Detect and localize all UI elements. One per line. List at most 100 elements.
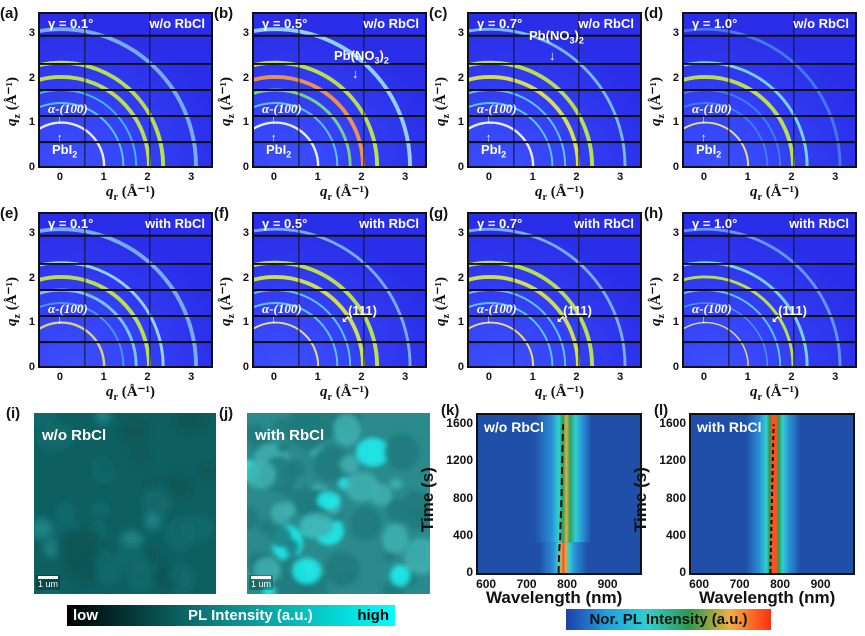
diffraction-ring [40, 60, 166, 166]
y-tick-label: 3 [457, 27, 464, 40]
y-tick-label: 2 [672, 271, 679, 284]
x-tick-label: 1 [529, 371, 536, 383]
y-tick-label: 1 [672, 116, 679, 129]
grain [174, 413, 208, 434]
y-tick-label: 800 [452, 490, 473, 505]
nor-pl-intensity-colorbar: Nor. PL Intensity (a.u.) [566, 609, 771, 630]
diffraction-ring [684, 121, 750, 166]
x-tick-label: 2 [144, 171, 151, 183]
y-tick-label: 3 [28, 27, 35, 40]
y-tick-label: 1 [28, 116, 35, 129]
arrow-down-icon: ↓ [549, 48, 556, 63]
y-axis-title: qz (Å⁻¹) [648, 77, 667, 126]
grain [295, 413, 310, 425]
x-axis-title: qr (Å⁻¹) [750, 184, 799, 203]
grain [404, 538, 430, 575]
diffraction-ring [684, 302, 769, 366]
arrow-icon: ↓ [700, 314, 707, 327]
gamma-label: γ = 1.0° [692, 16, 738, 31]
grain [90, 501, 110, 517]
diffraction-ring [254, 121, 320, 166]
diffraction-ring [40, 75, 151, 166]
grain [339, 455, 359, 474]
y-tick-label: 0 [466, 565, 473, 579]
gamma-label: γ = 0.1° [48, 216, 94, 231]
x-tick-label: 2 [358, 371, 365, 383]
y-tick-label: 0 [242, 161, 249, 173]
diffraction-ring [469, 321, 535, 366]
y-tick-label: 1600 [659, 416, 686, 431]
grain [34, 518, 53, 539]
y-tick-label: 2 [242, 71, 249, 84]
diffraction-ring [254, 75, 365, 166]
x-tick-label: 0 [56, 171, 63, 183]
grain [247, 460, 276, 489]
diffraction-ring [254, 260, 380, 366]
gamma-label: γ = 0.1° [48, 16, 94, 31]
scale-bar-label: 1 um [38, 579, 59, 589]
y-tick-label: 2 [672, 71, 679, 84]
y-tick-label: 3 [457, 227, 464, 240]
panel-label: (g) [429, 205, 449, 222]
x-tick-label: 1 [314, 171, 321, 183]
grain [349, 506, 382, 541]
x-axis-title: qr (Å⁻¹) [320, 384, 369, 403]
y-tick-label: 1200 [446, 453, 473, 468]
hkl-111-label: (111) [778, 303, 807, 319]
grain [247, 423, 265, 444]
y-tick-label: 0 [457, 161, 464, 173]
alpha-100-label: α-(100) [477, 100, 517, 116]
x-tick-label: 800 [557, 577, 578, 591]
grain [292, 557, 322, 584]
diffraction-ring [469, 227, 627, 366]
arrow-down-icon: ↓ [352, 66, 359, 81]
arrow-icon: ↓ [485, 114, 492, 127]
x-tick-label: 3 [188, 371, 195, 383]
grain [95, 413, 111, 424]
x-tick-label: 0 [485, 171, 492, 183]
grain [268, 525, 292, 548]
arrow-icon: ↓ [700, 114, 707, 127]
diffraction-ring [40, 121, 106, 166]
x-tick-label: 0 [56, 371, 63, 383]
y-tick-label: 1 [457, 316, 464, 329]
panel-label: (j) [219, 405, 234, 422]
alpha-100-label: α-(100) [48, 300, 88, 316]
pl-intensity-colorbar: low PL Intensity (a.u.) high [67, 605, 395, 626]
panel-label: (b) [214, 5, 234, 22]
grain [96, 561, 122, 586]
y-tick-label: 1200 [659, 453, 686, 468]
pl-heatmap-k: w/o RbCl [476, 413, 642, 575]
pbno3-label: Pb(NO3)2 [334, 48, 389, 66]
grain [133, 448, 148, 462]
x-axis-title: qr (Å⁻¹) [535, 384, 584, 403]
grain [143, 492, 170, 514]
diffraction-ring [684, 102, 769, 166]
grain [247, 506, 260, 530]
grain [355, 437, 390, 467]
grain [414, 510, 429, 522]
diffraction-ring [40, 27, 198, 166]
x-tick-label: 2 [788, 371, 795, 383]
grain [168, 562, 194, 588]
arrow-up-icon: ↑ [700, 132, 707, 145]
y-axis-title: qz (Å⁻¹) [4, 277, 23, 326]
arrow-icon: ↙ [341, 314, 350, 326]
diffraction-ring [40, 102, 125, 166]
grain [54, 501, 76, 524]
sample-label: w/o RbCl [484, 419, 544, 435]
y-tick-label: 1 [457, 116, 464, 129]
arrow-icon: ↓ [56, 114, 63, 127]
diffraction-ring [469, 27, 627, 166]
sample-label: w/o RbCl [793, 16, 849, 31]
x-tick-label: 3 [617, 371, 624, 383]
x-tick-label: 1 [314, 371, 321, 383]
sample-label: w/o RbCl [578, 16, 634, 31]
heatmap-band-early [538, 542, 588, 573]
gamma-label: γ = 0.5° [262, 216, 308, 231]
diffraction-ring [684, 227, 842, 366]
y-tick-label: 2 [457, 71, 464, 84]
hkl-111-label: (111) [563, 303, 592, 319]
sample-label: w/o RbCl [42, 427, 107, 444]
alpha-100-label: α-(100) [692, 300, 732, 316]
